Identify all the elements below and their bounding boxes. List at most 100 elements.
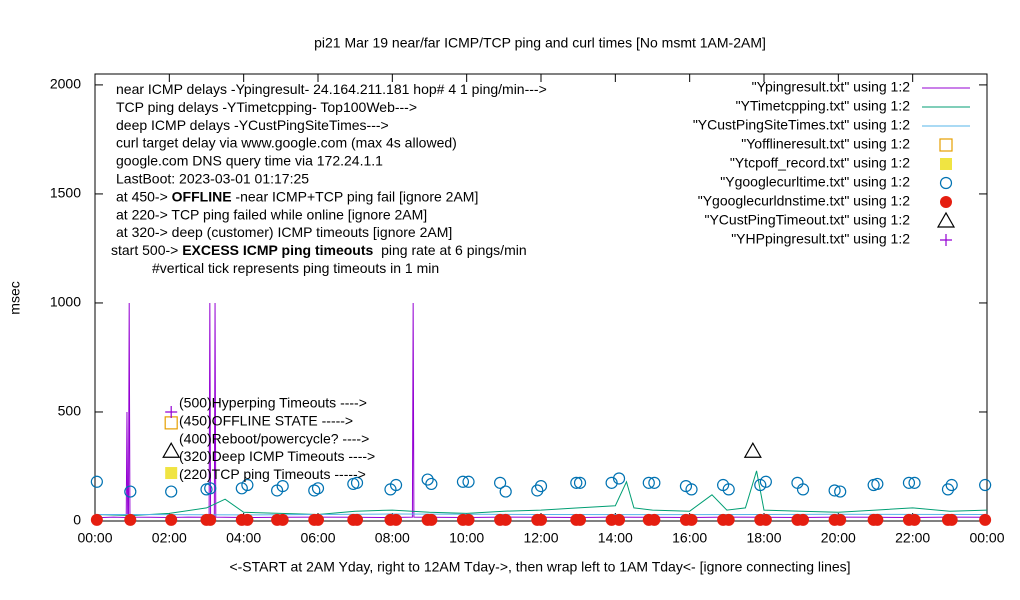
data-point <box>642 476 655 489</box>
data-point <box>241 513 254 526</box>
y-tick-label: 1000 <box>50 294 81 310</box>
data-point <box>350 476 364 489</box>
data-point <box>312 513 324 526</box>
data-point <box>499 513 512 526</box>
data-point <box>902 476 916 489</box>
annotation-bold: OFFLINE <box>172 188 232 204</box>
x-tick-label: 14:00 <box>598 530 633 546</box>
data-point <box>834 485 847 498</box>
legend-label: "Ypingresult.txt" using 1:2 <box>752 79 911 95</box>
y-tick-label: 0 <box>73 512 81 528</box>
data-point <box>871 513 884 526</box>
x-tick-label: 08:00 <box>375 530 410 546</box>
data-point <box>425 477 438 491</box>
x-tick-label: 02:00 <box>152 530 187 546</box>
data-point <box>90 475 103 488</box>
data-point <box>871 477 884 491</box>
data-point <box>796 483 810 496</box>
data-point <box>573 476 587 489</box>
annotation-text: LastBoot: 2023-03-01 01:17:25 <box>116 170 309 186</box>
data-point <box>462 475 475 488</box>
x-tick-label: 20:00 <box>821 530 856 546</box>
annotation: google.com DNS query time via 172.24.1.1 <box>116 152 383 168</box>
legend-label: "YHPpingresult.txt" using 1:2 <box>731 231 910 247</box>
legend-label: "Yofflineresult.txt" using 1:2 <box>741 136 910 152</box>
data-point <box>124 485 137 498</box>
y-tick-label: 1500 <box>50 185 81 201</box>
legend-label: "Ygooglecurldnstime.txt" using 1:2 <box>698 193 910 209</box>
chart-title: pi21 Mar 19 near/far ICMP/TCP ping and c… <box>314 35 766 51</box>
data-point <box>165 467 178 480</box>
data-point <box>531 484 544 497</box>
data-point <box>165 513 178 526</box>
x-tick-label: 10:00 <box>449 530 484 546</box>
data-point <box>908 513 921 526</box>
x-tick-label: 00:00 <box>77 530 112 546</box>
annotation: at 320-> deep (customer) ICMP timeouts [… <box>116 224 452 240</box>
marker-label: (320)Deep ICMP Timeouts ----> <box>179 448 375 464</box>
data-point <box>499 485 512 498</box>
marker-label: (500)Hyperping Timeouts ----> <box>179 395 367 411</box>
annotation: near ICMP delays -Ypingresult- 24.164.21… <box>116 81 547 97</box>
data-point <box>759 513 772 526</box>
annotation: deep ICMP delays -YCustPingSiteTimes---> <box>116 117 389 133</box>
x-tick-label: 22:00 <box>895 530 930 546</box>
data-point <box>979 513 992 526</box>
legend-swatch <box>940 158 952 170</box>
data-point <box>759 475 772 488</box>
marker-label: (450)OFFLINE STATE -----> <box>179 413 353 429</box>
data-point <box>685 483 698 496</box>
data-point <box>311 482 325 495</box>
legend-swatch <box>940 196 952 208</box>
data-point <box>390 513 403 526</box>
annotation-text: near ICMP delays -Ypingresult- 24.164.21… <box>116 81 547 97</box>
marker-label: (400)Reboot/powercycle? ----> <box>179 430 369 446</box>
annotation-text: ping rate at 6 pings/min <box>373 242 526 258</box>
x-axis-label: <-START at 2AM Yday, right to 12AM Tday-… <box>229 559 850 575</box>
data-point <box>535 513 547 526</box>
data-point <box>165 405 178 418</box>
annotation-text: TCP ping delays -YTimetcpping- Top100Web… <box>116 99 417 115</box>
y-tick-label: 2000 <box>50 76 81 92</box>
annotation-text: curl target delay via www.google.com (ma… <box>116 134 457 150</box>
annotation: curl target delay via www.google.com (ma… <box>116 134 457 150</box>
x-tick-label: 16:00 <box>672 530 707 546</box>
legend-swatch <box>936 211 956 228</box>
data-point <box>494 476 507 489</box>
data-point <box>605 476 618 489</box>
data-point <box>945 513 958 526</box>
legend-label: "YTimetcpping.txt" using 1:2 <box>736 98 911 114</box>
data-point <box>834 513 847 526</box>
annotation-text: google.com DNS query time via 172.24.1.1 <box>116 152 383 168</box>
data-point <box>204 513 217 526</box>
legend-label: "YCustPingTimeout.txt" using 1:2 <box>704 212 910 228</box>
data-point <box>124 513 137 526</box>
data-point <box>648 476 661 489</box>
data-point <box>241 478 254 492</box>
data-point <box>456 475 470 488</box>
data-point <box>421 473 434 486</box>
x-tick-label: 00:00 <box>969 530 1004 546</box>
data-point <box>979 478 992 492</box>
annotation-text: -near ICMP+TCP ping fail [ignore 2AM] <box>232 188 479 204</box>
data-point <box>276 480 289 493</box>
annotation: at 220-> TCP ping failed while online [i… <box>116 206 427 222</box>
data-point <box>941 483 955 496</box>
annotation: start 500-> EXCESS ICMP ping timeouts pi… <box>111 242 527 258</box>
data-point <box>743 442 762 458</box>
data-point <box>612 472 626 485</box>
legend-label: "Ytcpoff_record.txt" using 1:2 <box>730 155 910 171</box>
data-point <box>945 478 958 492</box>
annotation: TCP ping delays -YTimetcpping- Top100Web… <box>116 99 417 115</box>
data-point <box>534 480 548 493</box>
y-axis-label: msec <box>7 281 23 314</box>
data-point <box>648 513 661 526</box>
data-point <box>351 513 364 526</box>
data-point <box>613 513 626 526</box>
legend-swatch <box>939 176 953 190</box>
data-point <box>90 513 103 526</box>
annotation-text: #vertical tick represents ping timeouts … <box>152 260 439 276</box>
